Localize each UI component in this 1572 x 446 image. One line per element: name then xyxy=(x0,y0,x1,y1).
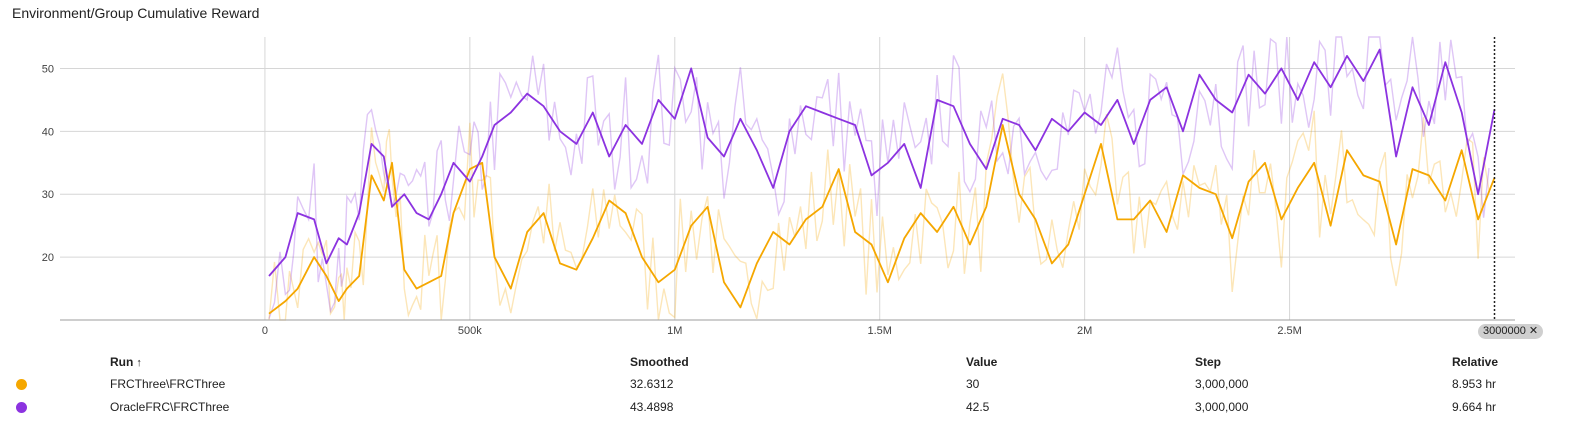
step-value: 3,000,000 xyxy=(1195,395,1452,418)
smoothed-column-header[interactable]: Smoothed xyxy=(630,352,966,372)
step-value: 3,000,000 xyxy=(1195,372,1452,395)
y-tick-label: 20 xyxy=(42,252,54,264)
axis-layer: 20 30 40 50 0 500k 1M 1.5M 2M 2.5M xyxy=(42,37,1515,337)
smoothed-line-oraclefrc[interactable] xyxy=(269,50,1495,276)
table-header-row: Run ↑ Smoothed Value Step Relative xyxy=(0,352,1572,372)
x-tick-label: 500k xyxy=(458,325,482,337)
run-name: FRCThree\FRCThree xyxy=(110,372,630,395)
y-tick-label: 40 xyxy=(42,126,54,138)
smoothed-value: 43.4898 xyxy=(630,395,966,418)
run-column-header[interactable]: Run ↑ xyxy=(110,352,630,372)
step-cursor-chip[interactable]: 3000000 ✕ xyxy=(1478,324,1543,339)
y-tick-label: 50 xyxy=(42,63,54,75)
table-row: FRCThree\FRCThree 32.6312 30 3,000,000 8… xyxy=(0,372,1572,395)
relative-time: 8.953 hr xyxy=(1452,372,1572,395)
step-cursor-label: 3000000 xyxy=(1483,325,1526,337)
grid-layer xyxy=(60,37,1515,320)
smoothed-value: 32.6312 xyxy=(630,372,966,395)
run-name: OracleFRC\FRCThree xyxy=(110,395,630,418)
x-tick-label: 1.5M xyxy=(867,325,891,337)
line-chart[interactable]: 20 30 40 50 0 500k 1M 1.5M 2M 2.5M xyxy=(0,0,1572,346)
x-tick-label: 2.5M xyxy=(1277,325,1301,337)
runs-table: Run ↑ Smoothed Value Step Relative FRCThr… xyxy=(0,352,1572,418)
relative-time: 9.664 hr xyxy=(1452,395,1572,418)
value-column-header[interactable]: Value xyxy=(966,352,1195,372)
table-row: OracleFRC\FRCThree 43.4898 42.5 3,000,00… xyxy=(0,395,1572,418)
raw-value: 42.5 xyxy=(966,395,1195,418)
raw-value: 30 xyxy=(966,372,1195,395)
run-color-dot xyxy=(16,379,27,390)
sort-asc-icon[interactable]: ↑ xyxy=(136,357,142,369)
x-tick-label: 2M xyxy=(1077,325,1092,337)
color-column-header xyxy=(0,352,110,372)
x-tick-label: 0 xyxy=(262,325,268,337)
x-tick-label: 1M xyxy=(667,325,682,337)
relative-column-header[interactable]: Relative xyxy=(1452,352,1572,372)
close-icon[interactable]: ✕ xyxy=(1529,325,1538,337)
run-color-dot xyxy=(16,402,27,413)
step-column-header[interactable]: Step xyxy=(1195,352,1452,372)
y-tick-label: 30 xyxy=(42,189,54,201)
